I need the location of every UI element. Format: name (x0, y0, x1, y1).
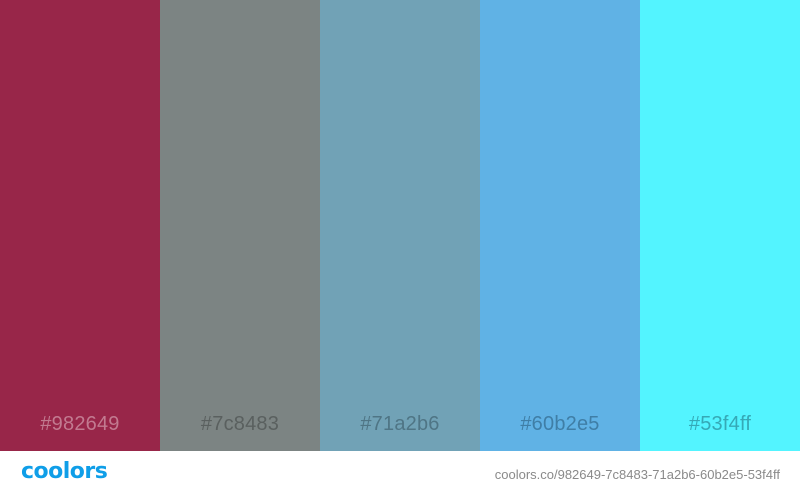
coolors-logo[interactable]: coolors (21, 459, 108, 484)
footer-bar: coolors coolors.co/982649-7c8483-71a2b6-… (0, 451, 800, 500)
color-swatch-1[interactable]: #982649 (0, 0, 160, 451)
swatch-hex-label: #60b2e5 (520, 413, 600, 435)
swatch-hex-label: #53f4ff (688, 413, 752, 435)
color-swatch-3[interactable]: #71a2b6 (320, 0, 480, 451)
color-palette: #982649 #7c8483 #71a2b6 #60b2e5 #53f4ff (0, 0, 800, 451)
swatch-hex-label: #71a2b6 (360, 413, 440, 435)
palette-url-link[interactable]: coolors.co/982649-7c8483-71a2b6-60b2e5-5… (494, 467, 780, 482)
color-swatch-5[interactable]: #53f4ff (640, 0, 800, 451)
color-swatch-2[interactable]: #7c8483 (160, 0, 320, 451)
swatch-hex-label: #982649 (40, 413, 120, 435)
swatch-hex-label: #7c8483 (200, 413, 280, 435)
color-swatch-4[interactable]: #60b2e5 (480, 0, 640, 451)
